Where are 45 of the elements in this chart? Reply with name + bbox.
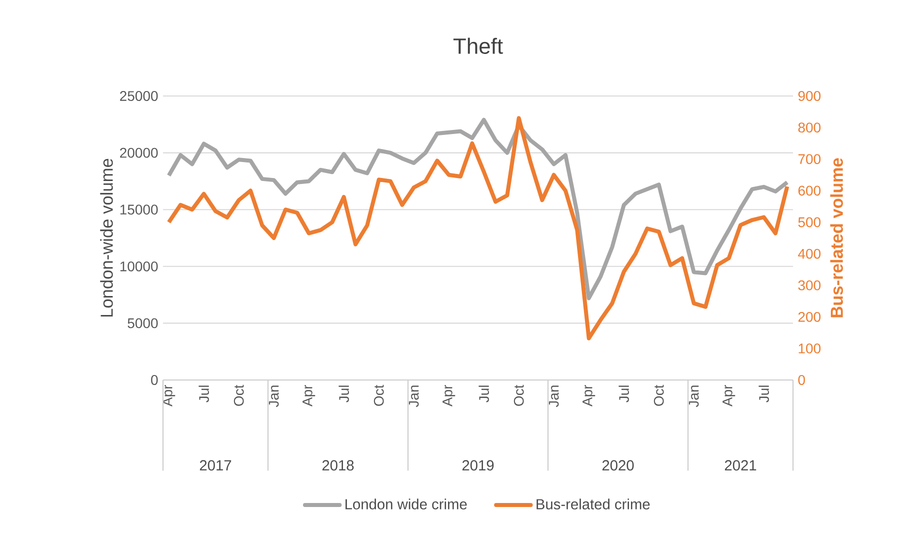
x-tick-label: Apr [722,384,736,406]
text: 2018 [322,460,354,471]
y2-tick-label: 400 [798,248,821,259]
x-tick-label: Apr [162,384,176,406]
x-tick-label: Apr [302,384,316,406]
y-tick-label: 0 [151,375,158,385]
legend-label: London wide crime [346,498,467,510]
y2-axis-title: Bus-related volume [830,158,843,318]
x-tick-label: Jan [688,386,699,408]
y-axis-title: London-wide volume [100,158,113,317]
x-tick-label: Oct [514,384,524,406]
x-tick-label: Apr [582,384,596,406]
y2-tick-label: 800 [798,122,821,133]
x-tick-label: Jul [338,386,349,402]
y-tick-label: 20000 [120,148,158,158]
line-series [166,116,790,340]
legend-label: Bus-related crime [536,498,650,510]
x-tick-label: Oct [654,384,664,406]
y-tick-label: 5000 [128,318,158,328]
y2-tick-label: 500 [798,217,821,228]
chart-title: Theft [453,38,503,54]
y2-tick-label: 300 [798,280,821,290]
x-tick-label: Jan [268,386,279,408]
x-tick-label: Oct [374,384,384,406]
text: 2019 [462,460,494,471]
y-tick-label: 25000 [120,91,158,101]
y2-tick-label: 200 [798,312,821,322]
y2-tick-label: 100 [798,344,821,354]
y2-tick-label: 0 [798,375,805,385]
x-tick-label: Apr [442,384,456,406]
x-tick-label: Jul [198,386,209,402]
text: 2021 [724,460,756,471]
y2-tick-label: 900 [798,91,821,101]
y2-tick-label: 700 [798,154,821,164]
text: 2017 [200,460,232,471]
x-tick-label: Jul [758,386,769,402]
text: 2020 [602,460,634,471]
x-tick-label: Jan [408,386,419,408]
x-tick-label: Jan [548,386,559,408]
x-tick-label: Oct [234,384,244,406]
x-tick-label: Jul [618,386,629,402]
y-tick-label: 15000 [120,204,158,215]
y-tick-label: 10000 [120,261,158,272]
x-tick-label: Jul [478,386,489,402]
y2-tick-label: 600 [798,186,821,196]
